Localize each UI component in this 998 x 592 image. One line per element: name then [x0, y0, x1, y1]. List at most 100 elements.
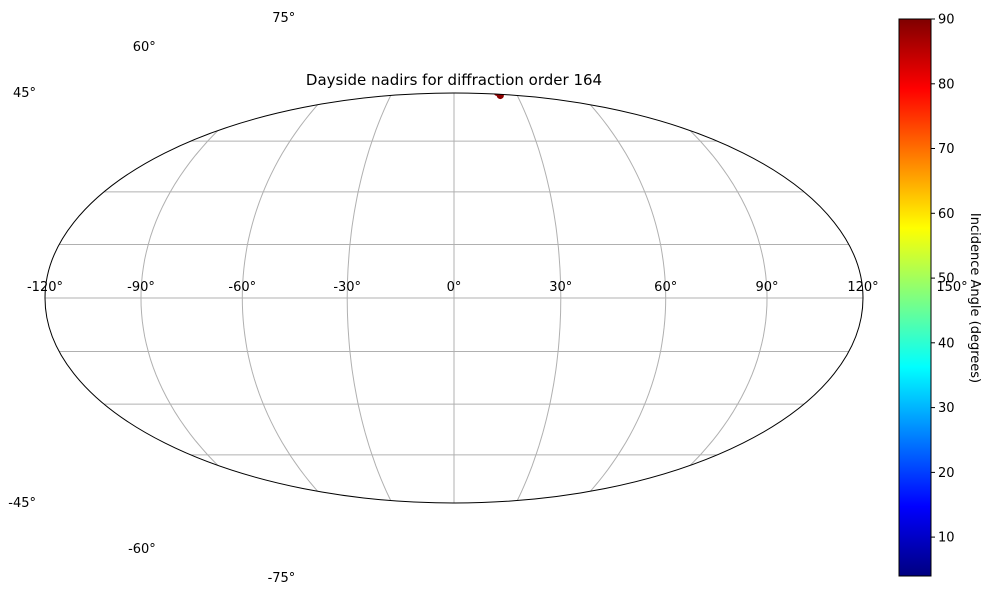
data-point [8, 150, 15, 157]
data-point [4, 309, 11, 316]
data-point [168, 521, 175, 528]
data-point [809, 492, 817, 500]
data-point [287, 51, 294, 58]
data-point [198, 554, 205, 561]
data-point [736, 480, 744, 488]
data-point [29, 398, 36, 405]
data-point [770, 460, 778, 468]
data-point [337, 57, 344, 64]
data-point [876, 370, 883, 377]
data-point [244, 111, 252, 119]
data-point [17, 373, 24, 380]
data-point [601, 29, 608, 36]
data-point [185, 56, 192, 63]
data-point [224, 54, 231, 61]
data-point [817, 428, 825, 436]
data-point [271, 103, 279, 111]
data-point [265, 51, 272, 58]
data-point [4, 303, 11, 310]
colorbar-tick-label: 60 [938, 207, 955, 222]
data-point [632, 527, 639, 534]
data-point [881, 362, 888, 369]
data-point [647, 39, 654, 46]
data-point [767, 511, 774, 518]
data-point [950, 380, 957, 387]
data-point [97, 171, 105, 179]
data-point [806, 97, 814, 105]
data-point [879, 141, 886, 148]
data-point [659, 516, 666, 523]
data-point [130, 154, 138, 162]
data-point [946, 386, 953, 393]
data-point [22, 386, 29, 393]
data-point [189, 56, 196, 63]
data-point [680, 507, 687, 514]
data-point [664, 44, 671, 51]
data-point [778, 507, 785, 514]
data-point [18, 137, 25, 144]
data-point [205, 55, 212, 62]
data-point [575, 544, 582, 551]
longitude-tick-label: -90° [127, 280, 155, 295]
data-point [376, 60, 383, 67]
data-point [853, 123, 861, 131]
data-point [936, 194, 943, 201]
data-point [602, 559, 609, 566]
data-point [796, 93, 804, 100]
data-point [638, 37, 645, 44]
data-point [75, 457, 83, 465]
data-point [595, 27, 602, 34]
data-point [721, 528, 728, 535]
data-point [45, 474, 51, 482]
data-point [243, 53, 250, 60]
data-point [579, 543, 586, 550]
data-point [765, 78, 772, 85]
data-point [960, 234, 967, 241]
data-point [181, 527, 188, 534]
data-point [879, 366, 886, 373]
data-point [797, 443, 805, 451]
data-point [332, 55, 339, 62]
data-point [159, 46, 166, 53]
data-point [791, 446, 800, 454]
data-point [179, 38, 186, 45]
data-point [954, 373, 961, 380]
data-point [611, 557, 618, 564]
data-point [666, 513, 673, 520]
data-point [289, 98, 297, 106]
data-point [0, 170, 1, 177]
data-point [747, 71, 754, 78]
data-point [610, 534, 617, 541]
data-point [616, 532, 623, 539]
data-point [240, 53, 247, 60]
data-point [173, 545, 180, 552]
data-point [20, 379, 27, 386]
data-point [108, 486, 117, 494]
longitude-tick-label: -30° [333, 280, 361, 295]
data-point [9, 348, 16, 355]
data-point [616, 556, 623, 563]
data-point [5, 322, 12, 329]
data-point [730, 483, 738, 491]
colorbar-tick-label: 80 [938, 77, 955, 92]
data-point [890, 443, 897, 450]
colorbar-tick-label: 70 [938, 142, 955, 157]
data-point [163, 542, 170, 549]
data-point [155, 515, 162, 522]
data-point [639, 524, 646, 531]
data-point [237, 53, 244, 60]
data-point [148, 146, 157, 154]
data-point [8, 341, 15, 348]
data-point [847, 471, 856, 479]
data-point [728, 64, 735, 71]
data-point [688, 51, 695, 58]
data-point [337, 58, 344, 65]
data-point [593, 539, 600, 546]
data-point [32, 405, 39, 412]
data-point [958, 366, 965, 373]
data-point [105, 72, 112, 79]
data-point [139, 150, 147, 158]
data-point [202, 55, 209, 62]
data-point [336, 56, 343, 63]
map-plot-area: -150°-120°-90°-60°-30°0°30°60°90°120°150… [0, 11, 967, 586]
